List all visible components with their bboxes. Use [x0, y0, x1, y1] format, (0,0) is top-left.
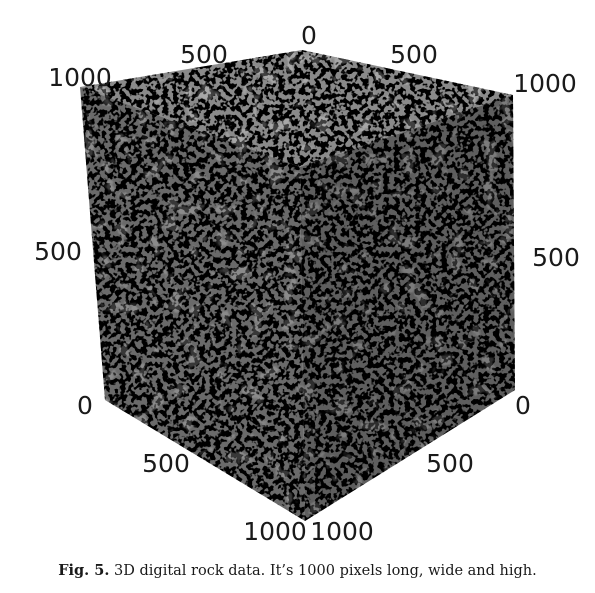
cube-top-face: [80, 50, 513, 167]
tick-top-left-mid: 500: [180, 40, 228, 69]
tick-bottom-left-corner: 1000: [243, 517, 307, 546]
tick-right-mid: 500: [532, 243, 580, 272]
tick-bottom-right-mid: 500: [426, 449, 474, 478]
cube-left-face: [80, 87, 305, 521]
figure-caption-text: 3D digital rock data. It’s 1000 pixels l…: [114, 563, 537, 579]
tick-bottom-left-mid: 500: [142, 449, 190, 478]
tick-top-left-corner: 1000: [48, 63, 112, 92]
tick-right-bottom: 0: [515, 391, 531, 420]
tick-top-right-corner: 1000: [513, 69, 577, 98]
tick-top-center: 0: [301, 21, 317, 50]
figure-caption-label: Fig. 5.: [58, 562, 110, 579]
figure-caption: Fig. 5. 3D digital rock data. It’s 1000 …: [0, 562, 595, 579]
tick-left-mid: 500: [34, 237, 82, 266]
cube-right-face: [300, 95, 515, 521]
tick-left-bottom: 0: [77, 391, 93, 420]
tick-bottom-right-corner: 1000: [310, 517, 374, 546]
tick-top-right-mid: 500: [390, 40, 438, 69]
